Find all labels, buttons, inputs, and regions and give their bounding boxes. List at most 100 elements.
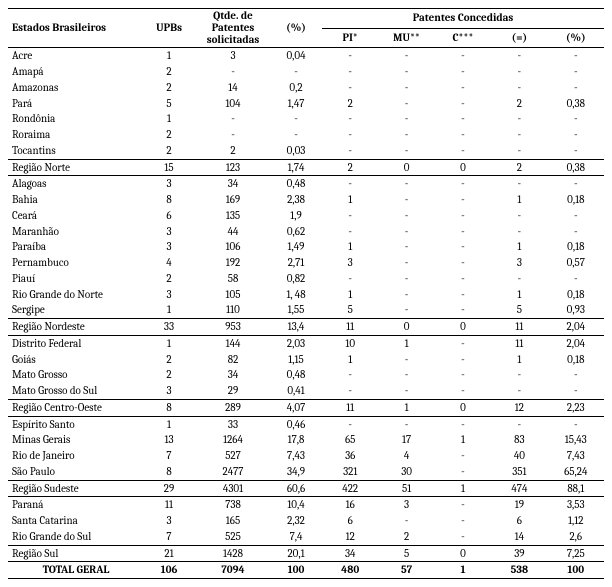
- cell-upb: 29: [142, 480, 196, 497]
- cell-mu: 1: [378, 399, 434, 416]
- cell-upb: 6: [142, 208, 196, 224]
- table-row: Tocantins220,03-----: [8, 143, 604, 159]
- cell-pi: 3: [322, 255, 378, 271]
- cell-pct1: -: [270, 111, 322, 127]
- table-row: Mato Grosso2340,48-----: [8, 367, 604, 383]
- cell-mu: 0: [378, 159, 434, 176]
- table-row: São Paulo8247734,932130-35165,24: [8, 464, 604, 480]
- cell-qtd: 106: [196, 239, 270, 255]
- region-row: Região Sul21142820,13450397,25: [8, 545, 604, 562]
- cell-qtd: 110: [196, 302, 270, 318]
- cell-state: Minas Gerais: [8, 432, 142, 448]
- cell-state: Pará: [8, 96, 142, 112]
- cell-pct1: 17,8: [270, 432, 322, 448]
- cell-state: Região Norte: [8, 159, 142, 176]
- cell-state: Região Sul: [8, 545, 142, 562]
- cell-c: -: [435, 287, 491, 303]
- cell-state: Região Sudeste: [8, 480, 142, 497]
- cell-mu: -: [378, 143, 434, 159]
- cell-state: São Paulo: [8, 464, 142, 480]
- cell-c: -: [435, 96, 491, 112]
- cell-upb: 3: [142, 239, 196, 255]
- cell-eq: -: [491, 80, 547, 96]
- cell-pi: -: [322, 367, 378, 383]
- cell-pi: -: [322, 80, 378, 96]
- col-c-header: C***: [435, 28, 491, 48]
- cell-pct1: -: [270, 127, 322, 143]
- cell-pct1: 1,49: [270, 239, 322, 255]
- cell-upb: 2: [142, 127, 196, 143]
- cell-state: Mato Grosso do Sul: [8, 383, 142, 399]
- cell-pct1: 0,2: [270, 80, 322, 96]
- cell-c: -: [435, 127, 491, 143]
- cell-qtd: 289: [196, 399, 270, 416]
- total-qtd: 7094: [196, 562, 270, 579]
- cell-state: Paraíba: [8, 239, 142, 255]
- cell-upb: 3: [142, 176, 196, 192]
- cell-pct2: -: [548, 367, 604, 383]
- cell-c: -: [435, 48, 491, 64]
- cell-qtd: 953: [196, 319, 270, 336]
- cell-pct1: 2,03: [270, 335, 322, 351]
- region-row: Região Centro-Oeste82894,071110122,23: [8, 399, 604, 416]
- col-qtd-header: Qtde. de Patentes solicitadas: [196, 9, 270, 48]
- cell-pi: -: [322, 383, 378, 399]
- cell-pct1: 1, 48: [270, 287, 322, 303]
- cell-eq: -: [491, 64, 547, 80]
- cell-c: -: [435, 367, 491, 383]
- cell-pi: 6: [322, 513, 378, 529]
- cell-c: -: [435, 335, 491, 351]
- cell-qtd: 33: [196, 416, 270, 432]
- cell-pct2: 0,57: [548, 255, 604, 271]
- cell-eq: -: [491, 143, 547, 159]
- table-row: Paraíba31061,491--10,18: [8, 239, 604, 255]
- cell-pi: 1: [322, 239, 378, 255]
- cell-state: Ceará: [8, 208, 142, 224]
- total-row: TOTAL GERAL 106 7094 100 480 57 1 538 10…: [8, 562, 604, 579]
- cell-pi: -: [322, 416, 378, 432]
- cell-state: Tocantins: [8, 143, 142, 159]
- cell-upb: 3: [142, 513, 196, 529]
- cell-eq: -: [491, 416, 547, 432]
- cell-pct2: 0,93: [548, 302, 604, 318]
- table-row: Roraima2-------: [8, 127, 604, 143]
- cell-pct1: 0,41: [270, 383, 322, 399]
- cell-pct2: -: [548, 208, 604, 224]
- cell-c: -: [435, 143, 491, 159]
- cell-mu: -: [378, 64, 434, 80]
- cell-c: -: [435, 529, 491, 545]
- region-row: Região Norte151231,7420020,38: [8, 159, 604, 176]
- cell-c: 1: [435, 432, 491, 448]
- cell-state: Alagoas: [8, 176, 142, 192]
- cell-pct2: 65,24: [548, 464, 604, 480]
- cell-state: Amazonas: [8, 80, 142, 96]
- cell-pct2: 1,12: [548, 513, 604, 529]
- cell-upb: 1: [142, 48, 196, 64]
- cell-pct1: 1,47: [270, 96, 322, 112]
- cell-qtd: 34: [196, 367, 270, 383]
- table-row: Ceará61351,9-----: [8, 208, 604, 224]
- cell-eq: -: [491, 176, 547, 192]
- cell-qtd: 58: [196, 271, 270, 287]
- cell-qtd: 2477: [196, 464, 270, 480]
- cell-pct1: 34,9: [270, 464, 322, 480]
- cell-state: Piauí: [8, 271, 142, 287]
- cell-upb: 7: [142, 448, 196, 464]
- cell-eq: 474: [491, 480, 547, 497]
- table-body: Acre130,04-----Amapá2-------Amazonas2140…: [8, 48, 604, 562]
- cell-state: Santa Catarina: [8, 513, 142, 529]
- region-row: Região Sudeste29430160,642251147488,1: [8, 480, 604, 497]
- cell-c: -: [435, 208, 491, 224]
- cell-state: Rio de Janeiro: [8, 448, 142, 464]
- table-row: Amazonas2140,2-----: [8, 80, 604, 96]
- cell-pct2: 7,43: [548, 448, 604, 464]
- cell-pct2: 0,38: [548, 96, 604, 112]
- cell-mu: 5: [378, 545, 434, 562]
- cell-state: Região Centro-Oeste: [8, 399, 142, 416]
- cell-state: Distrito Federal: [8, 335, 142, 351]
- table-row: Espírito Santo1330,46-----: [8, 416, 604, 432]
- cell-upb: 8: [142, 192, 196, 208]
- cell-pct1: 20,1: [270, 545, 322, 562]
- cell-upb: 8: [142, 399, 196, 416]
- cell-pct1: 0,82: [270, 271, 322, 287]
